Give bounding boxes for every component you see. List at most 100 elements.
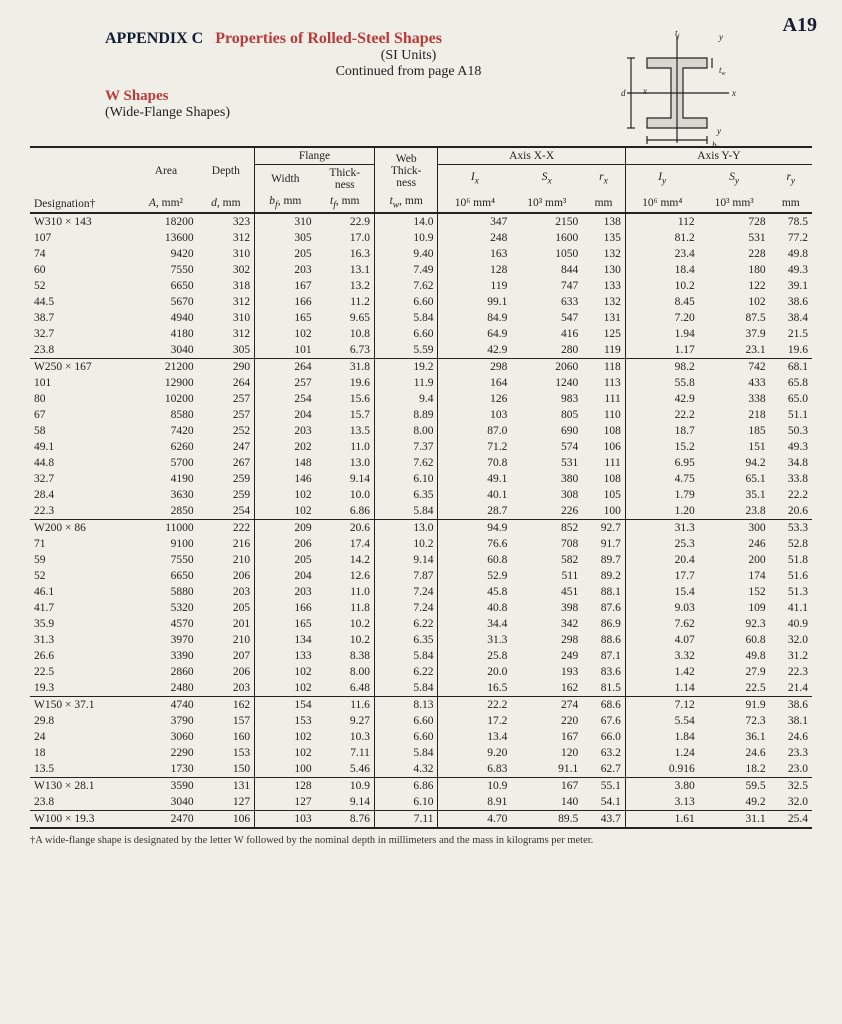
cell: 22.5 (30, 664, 134, 680)
cell: 94.9 (438, 520, 511, 537)
cell: 10.2 (316, 616, 375, 632)
cell: 74 (30, 246, 134, 262)
cell: 138 (582, 213, 625, 230)
cell: 22.2 (770, 487, 812, 503)
cell: 103 (255, 811, 316, 829)
cell: 4.75 (625, 471, 698, 487)
col-Iy-u: 10⁶ mm⁴ (625, 193, 698, 213)
cell: 49.1 (30, 439, 134, 455)
cell: 22.3 (30, 503, 134, 520)
cell: 274 (511, 697, 582, 714)
cell: 1.79 (625, 487, 698, 503)
cell: 7.12 (625, 697, 698, 714)
cell: 111 (582, 391, 625, 407)
cell: 42.9 (625, 391, 698, 407)
cell: 25.3 (625, 536, 698, 552)
cell: 2860 (134, 664, 197, 680)
cell: 203 (255, 423, 316, 439)
cell: 24.6 (699, 745, 770, 761)
cell: 100 (255, 761, 316, 778)
cell: 226 (511, 503, 582, 520)
col-depth: Depth (198, 147, 255, 193)
cell: 32.7 (30, 326, 134, 342)
cell: 10.2 (625, 278, 698, 294)
cell: 210 (198, 552, 255, 568)
cell: 8.00 (374, 423, 438, 439)
cell: 6260 (134, 439, 197, 455)
cell: 206 (255, 536, 316, 552)
cell: 1.20 (625, 503, 698, 520)
cell: 13.0 (374, 520, 438, 537)
cell: 19.6 (770, 342, 812, 359)
col-ry: ry (770, 165, 812, 194)
col-area-u: A, mm² (134, 193, 197, 213)
cell: 7.11 (374, 811, 438, 829)
cell: 5.59 (374, 342, 438, 359)
cell: 164 (438, 375, 511, 391)
cell: 71 (30, 536, 134, 552)
cell: 44.5 (30, 294, 134, 310)
cell: 22.9 (316, 213, 375, 230)
cell: 9.20 (438, 745, 511, 761)
cell: 416 (511, 326, 582, 342)
cell: 134 (255, 632, 316, 648)
cell: 5.46 (316, 761, 375, 778)
cell: 102 (255, 664, 316, 680)
cell: 54.1 (582, 794, 625, 811)
cell: 130 (582, 262, 625, 278)
cell: 308 (511, 487, 582, 503)
cell: 39.1 (770, 278, 812, 294)
cell: 6.95 (625, 455, 698, 471)
cell: 132 (582, 294, 625, 310)
cell: 280 (511, 342, 582, 359)
cell: 38.7 (30, 310, 134, 326)
cell: 70.8 (438, 455, 511, 471)
table-row: 23.830403051016.735.5942.92801191.1723.1… (30, 342, 812, 359)
cell: 102 (255, 745, 316, 761)
table-row: 19.324802031026.485.8416.516281.51.1422.… (30, 680, 812, 697)
page: A19 tf y x d x tw y (0, 0, 842, 1024)
table-row: 44.8570026714813.07.6270.85311116.9594.2… (30, 455, 812, 471)
cell: 206 (198, 664, 255, 680)
cell: 119 (582, 342, 625, 359)
svg-text:tf: tf (675, 28, 681, 40)
cell: 15.4 (625, 584, 698, 600)
cell: 6.73 (316, 342, 375, 359)
cell: 100 (582, 503, 625, 520)
cell: 247 (198, 439, 255, 455)
cell: 60 (30, 262, 134, 278)
cell: 43.7 (582, 811, 625, 829)
cell: 102 (255, 326, 316, 342)
col-web: WebThick-ness (374, 147, 438, 193)
table-row: 22.328502541026.865.8428.72261001.2023.8… (30, 503, 812, 520)
cell: 27.9 (699, 664, 770, 680)
cell: 31.2 (770, 648, 812, 664)
cell: 23.1 (699, 342, 770, 359)
title: Properties of Rolled-Steel Shapes (215, 30, 442, 47)
cell: 312 (198, 230, 255, 246)
cell: 42.9 (438, 342, 511, 359)
cell: 91.7 (582, 536, 625, 552)
cell: 14.2 (316, 552, 375, 568)
table-row: 26.633902071338.385.8425.824987.13.3249.… (30, 648, 812, 664)
cell: 305 (198, 342, 255, 359)
cell: 23.4 (625, 246, 698, 262)
cell: 6650 (134, 278, 197, 294)
cell: 9.40 (374, 246, 438, 262)
cell: 122 (699, 278, 770, 294)
cell: 51.6 (770, 568, 812, 584)
cell: 128 (255, 778, 316, 795)
svg-text:bf: bf (712, 140, 720, 148)
cell: 7420 (134, 423, 197, 439)
cell: 133 (582, 278, 625, 294)
footnote: †A wide-flange shape is designated by th… (30, 835, 812, 846)
cell: 6.60 (374, 326, 438, 342)
cell: 290 (198, 359, 255, 376)
cell: 153 (198, 745, 255, 761)
cell: 220 (511, 713, 582, 729)
cell: 25.4 (770, 811, 812, 829)
cell: 18.7 (625, 423, 698, 439)
cell: 52.8 (770, 536, 812, 552)
table-row: 46.1588020320311.07.2445.845188.115.4152… (30, 584, 812, 600)
cell: 21.4 (770, 680, 812, 697)
